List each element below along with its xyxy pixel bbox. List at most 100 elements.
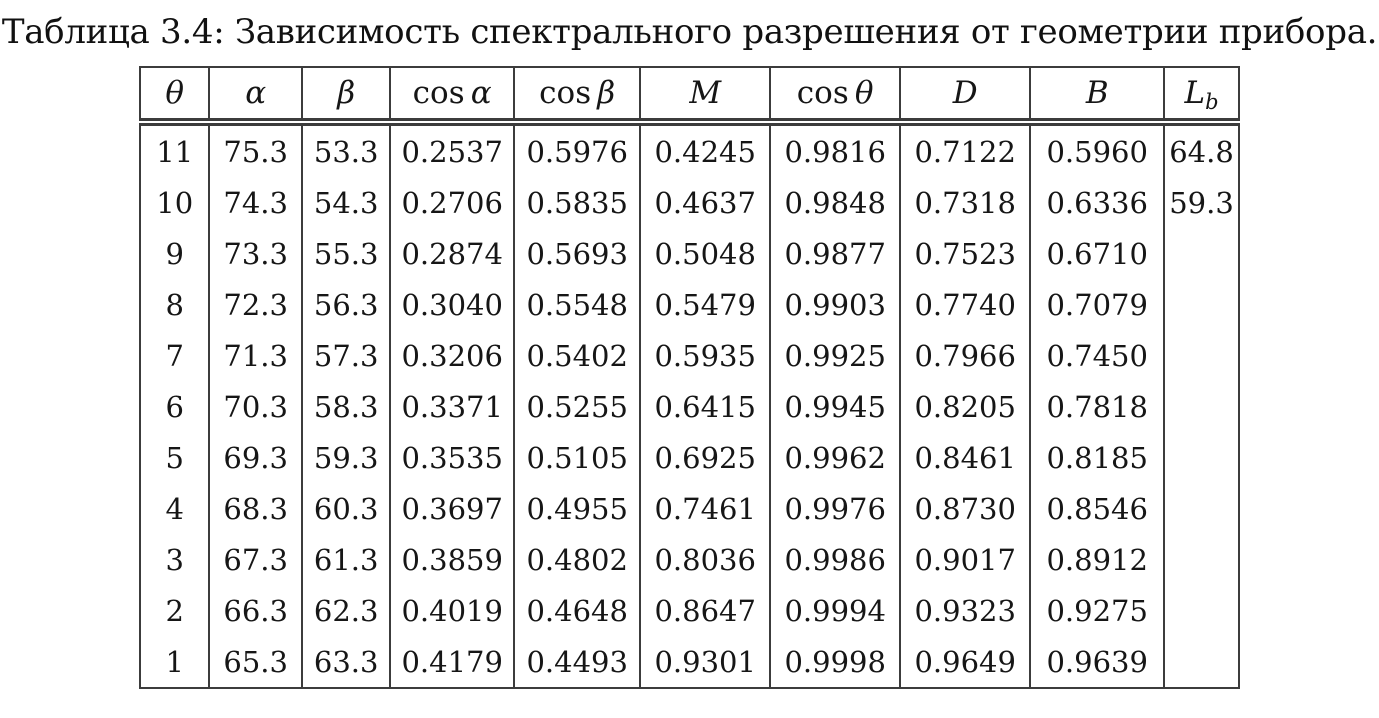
- document-page: Таблица 3.4: Зависимость спектрального р…: [0, 12, 1379, 718]
- table-cell-beta: 55.3: [301, 228, 392, 279]
- table-cell-cos-theta: 0.9925: [769, 330, 902, 381]
- table-row: 8 72.3 56.3 0.3040 0.5548 0.5479 0.9903 0.7740 0…: [139, 279, 1240, 330]
- column-header-cos-beta: cos β: [513, 67, 642, 126]
- table-cell-d: 0.9017: [899, 534, 1032, 585]
- table-cell-theta: 2: [139, 585, 211, 636]
- table-cell-d: 0.7966: [899, 330, 1032, 381]
- table-row: 11 75.3 53.3 0.2537 0.5976 0.4245 0.9816 0.7122…: [139, 122, 1240, 177]
- table-row: 7 71.3 57.3 0.3206 0.5402 0.5935 0.9925 0.7966 0…: [139, 330, 1240, 381]
- table-cell-d: 0.8461: [899, 432, 1032, 483]
- table-cell-cos-beta: 0.5402: [513, 330, 642, 381]
- table-cell-beta: 59.3: [301, 432, 392, 483]
- table-cell-alpha: 67.3: [208, 534, 304, 585]
- table-cell-m: 0.5479: [639, 279, 772, 330]
- table-cell-cos-alpha: 0.2874: [389, 228, 516, 279]
- table-cell-cos-theta: 0.9986: [769, 534, 902, 585]
- table-cell-alpha: 74.3: [208, 177, 304, 228]
- table-cell-d: 0.8205: [899, 381, 1032, 432]
- table-cell-beta: 53.3: [301, 122, 392, 177]
- table-cell-m: 0.5935: [639, 330, 772, 381]
- table-cell-cos-alpha: 0.2537: [389, 122, 516, 177]
- table-row: 2 66.3 62.3 0.4019 0.4648 0.8647 0.9994 0.9323 0…: [139, 585, 1240, 636]
- table-cell-alpha: 65.3: [208, 636, 304, 688]
- table-cell-beta: 54.3: [301, 177, 392, 228]
- table-cell-b: 0.6710: [1029, 228, 1166, 279]
- table-cell-cos-alpha: 0.3371: [389, 381, 516, 432]
- column-header-lb: Lb: [1163, 67, 1240, 126]
- column-header-d: D: [899, 67, 1032, 126]
- table-cell-beta: 58.3: [301, 381, 392, 432]
- table-cell-theta: 7: [139, 330, 211, 381]
- column-header-theta: θ: [139, 67, 211, 126]
- table-cell-cos-theta: 0.9877: [769, 228, 902, 279]
- table-cell-cos-alpha: 0.3535: [389, 432, 516, 483]
- table-cell-cos-beta: 0.5976: [513, 122, 642, 177]
- table-cell-m: 0.4637: [639, 177, 772, 228]
- table-cell-lb: [1163, 483, 1240, 534]
- table-cell-beta: 60.3: [301, 483, 392, 534]
- table-cell-cos-beta: 0.5693: [513, 228, 642, 279]
- table-cell-b: 0.7079: [1029, 279, 1166, 330]
- table-cell-theta: 6: [139, 381, 211, 432]
- table-cell-alpha: 72.3: [208, 279, 304, 330]
- table-cell-b: 0.9639: [1029, 636, 1166, 688]
- table-cell-lb: [1163, 534, 1240, 585]
- table-cell-cos-alpha: 0.4179: [389, 636, 516, 688]
- table-row: 1 65.3 63.3 0.4179 0.4493 0.9301 0.9998 0.9649 0…: [139, 636, 1240, 688]
- column-header-beta: β: [301, 67, 392, 126]
- table-cell-m: 0.6925: [639, 432, 772, 483]
- table-cell-cos-beta: 0.4955: [513, 483, 642, 534]
- table-cell-theta: 1: [139, 636, 211, 688]
- table-cell-cos-theta: 0.9816: [769, 122, 902, 177]
- table-cell-cos-alpha: 0.2706: [389, 177, 516, 228]
- table-row: 5 69.3 59.3 0.3535 0.5105 0.6925 0.9962 0.8461 0…: [139, 432, 1240, 483]
- table-cell-alpha: 73.3: [208, 228, 304, 279]
- table-cell-lb: [1163, 330, 1240, 381]
- column-header-cos-theta: cos θ: [769, 67, 902, 126]
- table-cell-cos-theta: 0.9848: [769, 177, 902, 228]
- table-cell-cos-alpha: 0.3697: [389, 483, 516, 534]
- table-cell-beta: 61.3: [301, 534, 392, 585]
- table-cell-b: 0.5960: [1029, 122, 1166, 177]
- table-cell-cos-beta: 0.4648: [513, 585, 642, 636]
- table-cell-lb: [1163, 585, 1240, 636]
- table-cell-cos-theta: 0.9962: [769, 432, 902, 483]
- table-row: 3 67.3 61.3 0.3859 0.4802 0.8036 0.9986 0.9017 0…: [139, 534, 1240, 585]
- table-row: 10 74.3 54.3 0.2706 0.5835 0.4637 0.9848 0.7318…: [139, 177, 1240, 228]
- table-cell-cos-beta: 0.5105: [513, 432, 642, 483]
- table-cell-m: 0.7461: [639, 483, 772, 534]
- table-cell-lb: [1163, 279, 1240, 330]
- table-cell-lb: 59.3: [1163, 177, 1240, 228]
- table-cell-lb: [1163, 381, 1240, 432]
- table-body: 11 75.3 53.3 0.2537 0.5976 0.4245 0.9816 0.7122…: [139, 122, 1240, 688]
- table-cell-cos-alpha: 0.3206: [389, 330, 516, 381]
- column-header-m: M: [639, 67, 772, 126]
- table-cell-alpha: 69.3: [208, 432, 304, 483]
- table-cell-d: 0.7740: [899, 279, 1032, 330]
- table-cell-m: 0.4245: [639, 122, 772, 177]
- table-cell-beta: 57.3: [301, 330, 392, 381]
- table-cell-theta: 3: [139, 534, 211, 585]
- table-row: 9 73.3 55.3 0.2874 0.5693 0.5048 0.9877 0.7523 0…: [139, 228, 1240, 279]
- table-cell-cos-theta: 0.9998: [769, 636, 902, 688]
- table-cell-alpha: 75.3: [208, 122, 304, 177]
- table-cell-theta: 9: [139, 228, 211, 279]
- table-cell-m: 0.9301: [639, 636, 772, 688]
- table-cell-beta: 63.3: [301, 636, 392, 688]
- table-cell-b: 0.7450: [1029, 330, 1166, 381]
- table-cell-d: 0.7318: [899, 177, 1032, 228]
- table-cell-d: 0.9323: [899, 585, 1032, 636]
- table-cell-b: 0.8912: [1029, 534, 1166, 585]
- table-cell-lb: [1163, 636, 1240, 688]
- table-cell-cos-alpha: 0.3040: [389, 279, 516, 330]
- table-cell-cos-theta: 0.9976: [769, 483, 902, 534]
- table-cell-cos-alpha: 0.3859: [389, 534, 516, 585]
- table-cell-b: 0.8185: [1029, 432, 1166, 483]
- table-cell-b: 0.7818: [1029, 381, 1166, 432]
- table-cell-beta: 62.3: [301, 585, 392, 636]
- table-cell-b: 0.8546: [1029, 483, 1166, 534]
- table-cell-theta: 8: [139, 279, 211, 330]
- table-cell-lb: 64.8: [1163, 122, 1240, 177]
